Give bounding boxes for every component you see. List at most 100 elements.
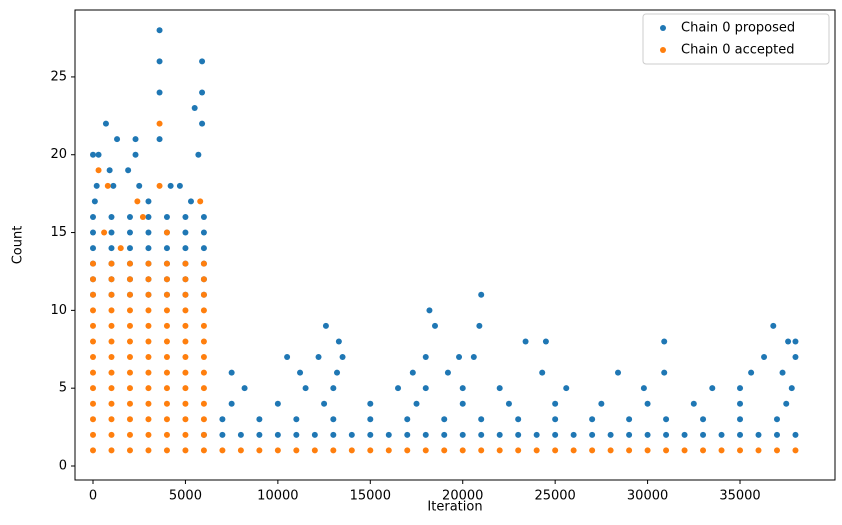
x-tick-label: 0 (89, 489, 97, 504)
point (335, 338, 342, 345)
point (563, 385, 570, 392)
point (134, 198, 141, 205)
point (90, 369, 97, 376)
point (108, 260, 115, 267)
point (496, 431, 503, 438)
point (163, 447, 170, 454)
point (395, 385, 402, 392)
point (156, 89, 163, 96)
point (700, 447, 707, 454)
point (200, 369, 207, 376)
point (792, 338, 799, 345)
point (182, 322, 189, 329)
point (197, 198, 204, 205)
y-tick-label: 5 (59, 381, 67, 396)
point (470, 354, 477, 361)
point (163, 354, 170, 361)
point (90, 213, 97, 220)
point (422, 354, 429, 361)
point (145, 260, 152, 267)
point (156, 58, 163, 65)
point (199, 58, 206, 65)
legend-label: Chain 0 accepted (681, 43, 795, 58)
point (607, 431, 614, 438)
point (200, 213, 207, 220)
point (163, 369, 170, 376)
y-tick-label: 25 (50, 69, 67, 84)
point (367, 431, 374, 438)
point (139, 213, 146, 220)
point (552, 431, 559, 438)
point (426, 307, 433, 314)
point (297, 369, 304, 376)
point (163, 291, 170, 298)
point (126, 369, 133, 376)
point (522, 338, 529, 345)
point (200, 416, 207, 423)
point (163, 338, 170, 345)
point (145, 291, 152, 298)
point (552, 416, 559, 423)
point (200, 385, 207, 392)
point (108, 416, 115, 423)
point (200, 307, 207, 314)
point (681, 447, 688, 454)
point (108, 369, 115, 376)
point (709, 385, 716, 392)
point (311, 431, 318, 438)
point (367, 447, 374, 454)
point (552, 447, 559, 454)
point (156, 27, 163, 34)
point (126, 307, 133, 314)
point (163, 213, 170, 220)
point (773, 431, 780, 438)
point (792, 354, 799, 361)
point (228, 400, 235, 407)
legend-label: Chain 0 proposed (681, 21, 795, 36)
point (200, 291, 207, 298)
point (241, 385, 248, 392)
point (237, 431, 244, 438)
point (145, 416, 152, 423)
legend-marker (660, 47, 666, 53)
point (182, 400, 189, 407)
point (182, 276, 189, 283)
point (200, 354, 207, 361)
point (219, 431, 226, 438)
point (478, 431, 485, 438)
point (456, 354, 463, 361)
point (219, 447, 226, 454)
point (90, 354, 97, 361)
point (182, 307, 189, 314)
point (145, 369, 152, 376)
point (644, 447, 651, 454)
point (700, 431, 707, 438)
point (182, 260, 189, 267)
point (542, 338, 549, 345)
point (163, 229, 170, 236)
point (330, 447, 337, 454)
point (182, 369, 189, 376)
point (773, 416, 780, 423)
point (91, 198, 98, 205)
point (589, 431, 596, 438)
point (200, 260, 207, 267)
point (626, 447, 633, 454)
point (106, 167, 113, 174)
point (145, 400, 152, 407)
point (737, 385, 744, 392)
point (191, 105, 198, 112)
point (108, 291, 115, 298)
point (700, 416, 707, 423)
point (476, 322, 483, 329)
point (90, 416, 97, 423)
point (404, 447, 411, 454)
point (145, 447, 152, 454)
point (126, 400, 133, 407)
point (737, 416, 744, 423)
point (737, 447, 744, 454)
point (663, 431, 670, 438)
point (145, 385, 152, 392)
point (515, 447, 522, 454)
point (182, 416, 189, 423)
